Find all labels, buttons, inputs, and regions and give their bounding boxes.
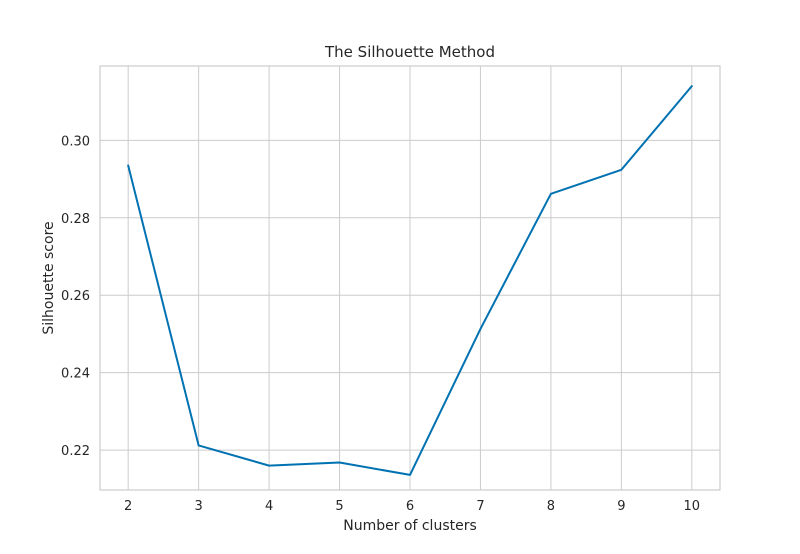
y-tick-labels: 0.22 0.24 0.26 0.28 0.30 bbox=[61, 134, 90, 459]
series-layer bbox=[127, 85, 693, 476]
series-line bbox=[127, 85, 693, 476]
x-tick-labels: 2 3 4 5 6 7 8 9 10 bbox=[124, 499, 700, 514]
x-tick-label: 6 bbox=[406, 499, 414, 514]
chart-title: The Silhouette Method bbox=[324, 43, 495, 61]
x-tick-label: 4 bbox=[265, 499, 273, 514]
grid bbox=[100, 66, 720, 490]
y-axis-title: Silhouette score bbox=[41, 221, 57, 334]
y-tick-label: 0.30 bbox=[61, 134, 90, 149]
y-tick-label: 0.28 bbox=[61, 212, 90, 227]
x-tick-label: 5 bbox=[335, 499, 343, 514]
y-tick-label: 0.22 bbox=[61, 444, 90, 459]
y-tick-label: 0.26 bbox=[61, 289, 90, 304]
x-tick-label: 10 bbox=[684, 499, 701, 514]
x-tick-label: 2 bbox=[124, 499, 132, 514]
y-tick-label: 0.24 bbox=[61, 367, 90, 382]
x-tick-label: 8 bbox=[547, 499, 555, 514]
x-tick-label: 7 bbox=[476, 499, 484, 514]
plot-frame bbox=[99, 65, 721, 491]
x-axis-title: Number of clusters bbox=[343, 518, 477, 534]
x-tick-label: 9 bbox=[617, 499, 625, 514]
x-tick-label: 3 bbox=[194, 499, 202, 514]
